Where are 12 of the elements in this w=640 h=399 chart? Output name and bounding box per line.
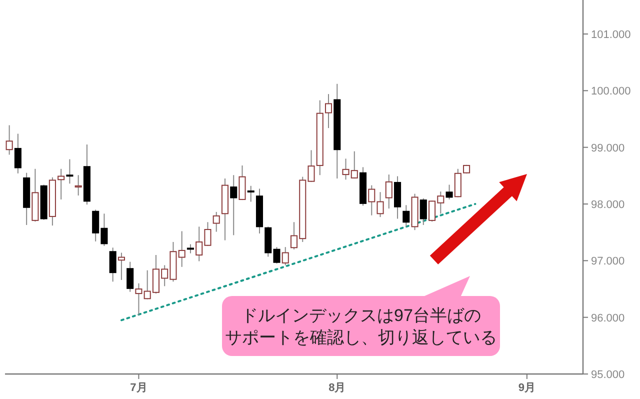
annotation: ドルインデックスは97台半ばの — [241, 306, 481, 325]
x-tick-label: 8月 — [328, 382, 346, 394]
y-tick-label: 95.000 — [591, 369, 625, 381]
y-tick-label: 101.000 — [591, 29, 631, 41]
y-tick-label: 100.000 — [591, 86, 631, 98]
x-tick-label: 9月 — [518, 382, 536, 394]
y-tick-label: 99.000 — [591, 142, 625, 154]
y-tick-label: 96.000 — [591, 312, 625, 324]
x-tick-label: 7月 — [130, 382, 148, 394]
annotation: サポートを確認し、切り返している — [225, 328, 497, 347]
y-tick-label: 98.000 — [591, 199, 625, 211]
y-tick-label: 97.000 — [591, 256, 625, 268]
